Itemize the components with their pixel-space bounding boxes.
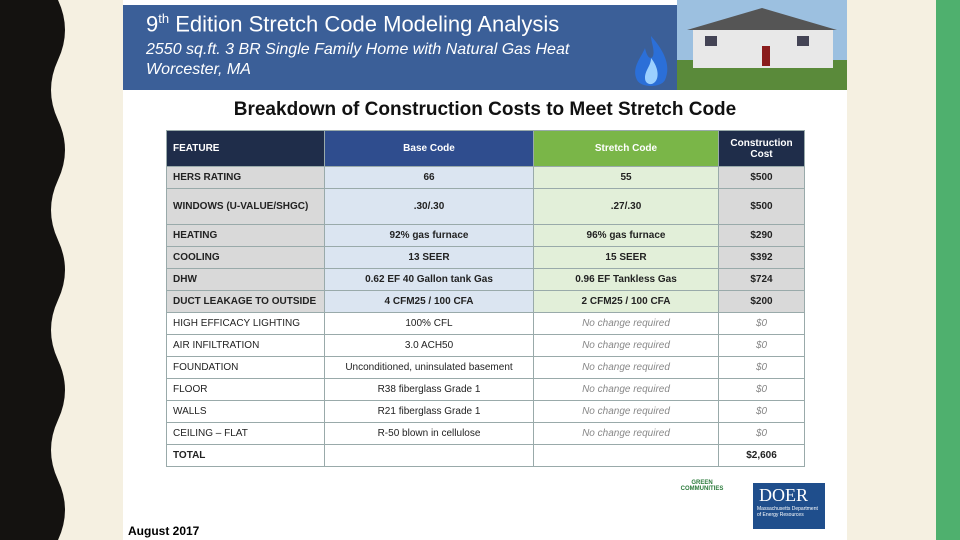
table-cell: R21 fiberglass Grade 1 (324, 400, 534, 423)
table-cell: 55 (533, 166, 719, 189)
table-cell: R38 fiberglass Grade 1 (324, 378, 534, 401)
table-cell (324, 444, 534, 467)
table-cell: 2 CFM25 / 100 CFA (533, 290, 719, 313)
table-row: HERS RATING 66 55 $500 (166, 166, 805, 189)
table-row: FOUNDATION Unconditioned, uninsulated bas… (166, 356, 805, 379)
table-cell: $500 (718, 166, 805, 189)
table-row: DHW 0.62 EF 40 Gallon tank Gas 0.96 EF Tan… (166, 268, 805, 291)
table-cell: $500 (718, 188, 805, 225)
heading: Breakdown of Construction Costs to Meet … (233, 99, 737, 120)
table-cell: $392 (718, 246, 805, 269)
title: 9th Edition Stretch Code Modeling Analys… (146, 11, 559, 37)
table-cell: $290 (718, 224, 805, 247)
subtitle: Worcester, MA (146, 61, 251, 78)
table-cell: $0 (718, 312, 805, 335)
logo-doer-text: DOER (759, 485, 808, 505)
logo-doer-sub: Massachusetts Department of Energy Resou… (757, 506, 818, 518)
table-cell: 96% gas furnace (533, 224, 719, 247)
table-cell: 0.96 EF Tankless Gas (533, 268, 719, 291)
table-cell: 66 (324, 166, 534, 189)
table-cell: No change required (533, 312, 719, 335)
table-row: HEATING 92% gas furnace 96% gas furnace $29… (166, 224, 805, 247)
table-cell: 100% CFL (324, 312, 534, 335)
column-header: Construction Cost (718, 130, 805, 167)
table-cell: $0 (718, 378, 805, 401)
title-sup: th (158, 11, 170, 26)
table-cell: R-50 blown in cellulose (324, 422, 534, 445)
slide: 9th Edition Stretch Code Modeling Analys… (123, 0, 847, 540)
table-cell: Unconditioned, uninsulated basement (324, 356, 534, 379)
table-row: FLOOR R38 fiberglass Grade 1 No change req… (166, 378, 805, 401)
logo-green: GREEN COMMUNITIES (680, 480, 724, 492)
cost-table: FEATURE Base Code Stretch Code Construction… (166, 130, 805, 467)
column-header: Base Code (324, 130, 534, 167)
table-row: DUCT LEAKAGE TO OUTSIDE 4 CFM25 / 100 CFA… (166, 290, 805, 313)
table-cell: DHW (166, 268, 325, 291)
title-rest: Edition Stretch Code Modeling Analysis (175, 11, 560, 37)
table-cell: FOUNDATION (166, 356, 325, 379)
table-cell: No change required (533, 356, 719, 379)
header-band: 9th Edition Stretch Code Modeling Analys… (123, 5, 677, 90)
column-header: Stretch Code (533, 130, 719, 167)
title-number: 9 (146, 11, 159, 37)
table-cell: .30/.30 (324, 188, 534, 225)
table-cell: HIGH EFFICACY LIGHTING (166, 312, 325, 335)
table-cell: $724 (718, 268, 805, 291)
green-strip (936, 0, 960, 540)
header-row: FEATURE Base Code Stretch Code Construction… (166, 130, 805, 167)
subtitle: 2550 sq.ft. 3 BR Single Family Home with… (146, 41, 570, 58)
table-row: HIGH EFFICACY LIGHTING 100% CFL No change … (166, 312, 805, 335)
table-row: CEILING – FLAT R-50 blown in cellulose No … (166, 422, 805, 445)
table-row: COOLING 13 SEER 15 SEER $392 (166, 246, 805, 269)
table-row: WINDOWS (U-VALUE/SHGC) .30/.30.27/.30 $500 (166, 188, 805, 225)
footer: August 2017 (128, 524, 200, 538)
table-cell: No change required (533, 334, 719, 357)
flame-icon (635, 36, 668, 86)
table-cell: HEATING (166, 224, 325, 247)
house-image (677, 0, 847, 90)
column-header: FEATURE (166, 130, 325, 167)
table-cell: $200 (718, 290, 805, 313)
table-cell: 92% gas furnace (324, 224, 534, 247)
table-cell: $0 (718, 356, 805, 379)
table-cell: COOLING (166, 246, 325, 269)
table-cell: HERS RATING (166, 166, 325, 189)
table-cell: TOTAL (166, 444, 325, 467)
table-cell: No change required (533, 378, 719, 401)
table-cell: $0 (718, 400, 805, 423)
table-cell: 15 SEER (533, 246, 719, 269)
table-cell: $0 (718, 422, 805, 445)
table-cell: 3.0 ACH50 (324, 334, 534, 357)
table-cell: AIR INFILTRATION (166, 334, 325, 357)
table-cell: 0.62 EF 40 Gallon tank Gas (324, 268, 534, 291)
table-cell: WINDOWS (U-VALUE/SHGC) (166, 188, 325, 225)
table-row: WALLS R21 fiberglass Grade 1 No change req… (166, 400, 805, 423)
table-cell: 4 CFM25 / 100 CFA (324, 290, 534, 313)
table-row: AIR INFILTRATION 3.0 ACH50 No change requi… (166, 334, 805, 357)
table-cell: .27/.30 (533, 188, 719, 225)
table-row: TOTAL $2,606 (166, 444, 805, 467)
table-cell: WALLS (166, 400, 325, 423)
wavy-border (0, 0, 65, 540)
table-cell: No change required (533, 422, 719, 445)
table-cell: 13 SEER (324, 246, 534, 269)
table-cell: FLOOR (166, 378, 325, 401)
logo-doer: DOER Massachusetts Department of Energy … (753, 483, 825, 529)
table-cell: $2,606 (718, 444, 805, 467)
table-cell: CEILING – FLAT (166, 422, 325, 445)
table-cell: DUCT LEAKAGE TO OUTSIDE (166, 290, 325, 313)
table-cell: $0 (718, 334, 805, 357)
table-cell (533, 444, 719, 467)
table-cell: No change required (533, 400, 719, 423)
